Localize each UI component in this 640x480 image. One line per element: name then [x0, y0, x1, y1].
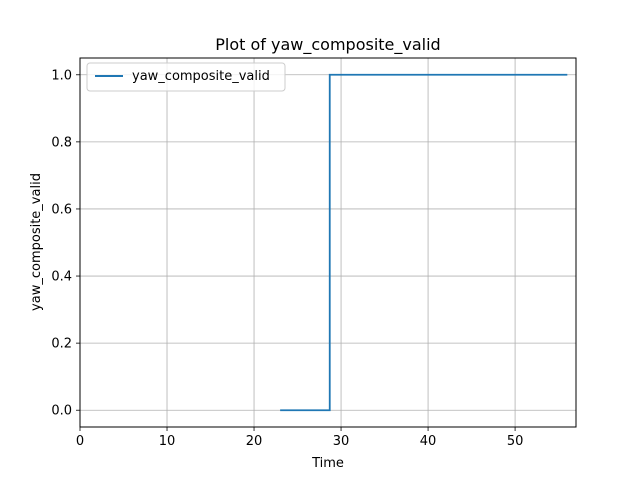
axes-frame	[79, 57, 577, 428]
y-tick-label: 0.0	[51, 404, 72, 419]
x-tick-label: 30	[333, 434, 350, 449]
x-tick-label: 40	[420, 434, 437, 449]
y-tick-label: 0.6	[51, 202, 72, 217]
x-tick-label: 50	[507, 434, 524, 449]
x-tick-label: 0	[76, 434, 84, 449]
y-axis-ticks: 0.0 0.2 0.4 0.6 0.8 1.0	[51, 68, 80, 419]
series-layer	[280, 73, 568, 412]
x-axis-ticks: 0 10 20 30 40 50	[76, 427, 524, 449]
legend: yaw_composite_valid	[86, 62, 286, 92]
y-tick-label: 0.4	[51, 270, 72, 285]
y-tick-label: 0.2	[51, 337, 72, 352]
x-axis-label: Time	[311, 456, 344, 471]
x-tick-label: 20	[246, 434, 263, 449]
grid	[79, 58, 576, 427]
y-axis-label: yaw_composite_valid	[29, 173, 44, 311]
x-tick-label: 10	[159, 434, 176, 449]
legend-box	[86, 62, 286, 92]
legend-label: yaw_composite_valid	[132, 69, 270, 84]
y-tick-label: 1.0	[51, 68, 72, 83]
series-line	[280, 73, 568, 412]
y-tick-label: 0.8	[51, 135, 72, 150]
chart-title: Plot of yaw_composite_valid	[215, 35, 440, 55]
